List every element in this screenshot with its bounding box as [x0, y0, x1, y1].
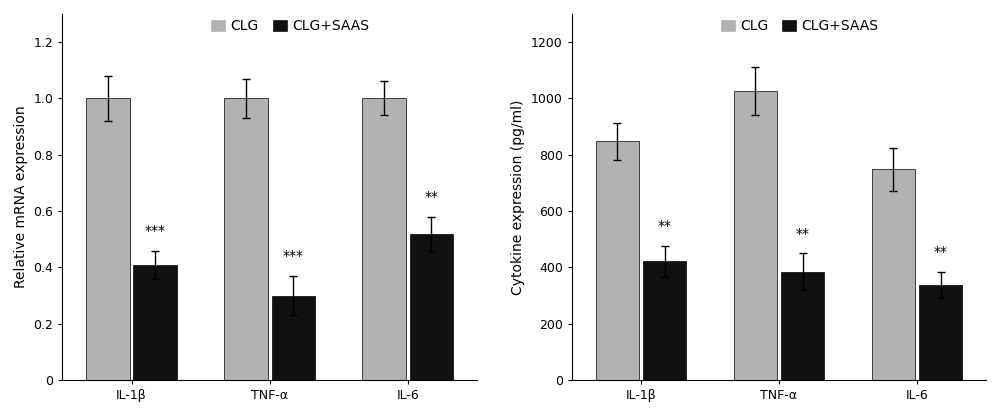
Bar [872, 169, 915, 380]
Text: ***: *** [145, 224, 166, 238]
Bar [596, 141, 639, 380]
Y-axis label: Cytokine expression (pg/ml): Cytokine expression (pg/ml) [511, 99, 525, 295]
Text: **: ** [934, 245, 948, 260]
Bar [919, 285, 962, 380]
Legend: CLG, CLG+SAAS: CLG, CLG+SAAS [206, 13, 375, 39]
Text: **: ** [424, 190, 438, 204]
Bar [643, 261, 686, 380]
Y-axis label: Relative mRNA expression: Relative mRNA expression [14, 106, 28, 288]
Bar [781, 272, 824, 380]
Legend: CLG, CLG+SAAS: CLG, CLG+SAAS [715, 13, 884, 39]
Bar [734, 92, 777, 380]
Bar [133, 265, 177, 380]
Bar [362, 99, 406, 380]
Text: ***: *** [283, 249, 304, 263]
Bar [272, 296, 315, 380]
Text: **: ** [796, 226, 810, 240]
Bar [224, 99, 268, 380]
Bar [410, 234, 453, 380]
Text: **: ** [658, 219, 672, 233]
Bar [86, 99, 130, 380]
